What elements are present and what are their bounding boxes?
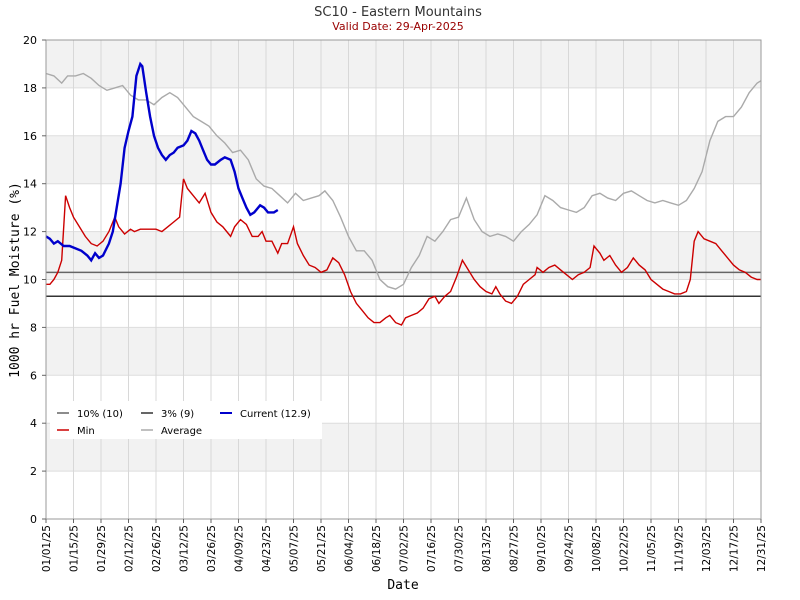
x-tick-label: 07/30/25 — [454, 525, 466, 572]
legend-label-current: Current (12.9) — [240, 409, 311, 420]
y-tick-label: 2 — [30, 465, 37, 478]
x-tick-label: 03/12/25 — [179, 525, 191, 572]
y-tick-label: 10 — [23, 274, 37, 287]
x-tick-label: 09/24/25 — [564, 525, 576, 572]
y-tick-label: 6 — [30, 369, 37, 382]
x-axis-label: Date — [387, 578, 418, 593]
x-tick-label: 01/01/25 — [41, 525, 53, 572]
x-tick-label: 06/18/25 — [371, 525, 383, 572]
legend-label-10pct: 10% (10) — [77, 409, 123, 420]
series-min — [46, 178, 761, 326]
series-line-current — [45, 61, 279, 263]
x-tick-label: 09/10/25 — [536, 525, 548, 572]
x-tick-label: 07/16/25 — [426, 525, 438, 572]
reference-lines — [46, 271, 761, 298]
y-tick-label: 12 — [23, 226, 37, 239]
y-tick-label: 4 — [30, 417, 37, 430]
y-tick-label: 18 — [23, 82, 37, 95]
legend-label-average: Average — [161, 426, 202, 437]
y-tick-label: 0 — [30, 513, 37, 526]
series-line-min — [46, 178, 761, 326]
x-tick-label: 11/05/25 — [646, 525, 658, 572]
x-tick-label: 12/31/25 — [756, 525, 768, 572]
chart-subtitle: Valid Date: 29-Apr-2025 — [332, 20, 464, 33]
x-tick-label: 02/26/25 — [151, 525, 163, 572]
legend-label-min: Min — [77, 426, 95, 437]
y-tick-label: 14 — [23, 178, 37, 191]
x-tick-label: 06/04/25 — [344, 525, 356, 572]
x-tick-label: 08/27/25 — [509, 525, 521, 572]
y-tick-label: 8 — [30, 321, 37, 334]
chart-title: SC10 - Eastern Mountains — [314, 5, 482, 20]
series-line-average — [45, 72, 762, 290]
x-tick-label: 12/17/25 — [729, 525, 741, 572]
x-tick-label: 10/08/25 — [591, 525, 603, 572]
y-tick-label: 20 — [23, 34, 37, 47]
legend-box — [50, 401, 322, 439]
x-tick-label: 07/02/25 — [399, 525, 411, 572]
series-current — [45, 61, 279, 263]
x-tick-label: 12/03/25 — [701, 525, 713, 572]
x-tick-label: 04/09/25 — [234, 525, 246, 572]
y-axis-ticks: 0 2 4 6 8 10 12 14 16 18 20 — [23, 34, 46, 526]
x-axis-ticks: 01/01/25 01/15/25 01/29/25 02/12/25 02/26/25… — [41, 519, 768, 572]
x-tick-label: 05/07/25 — [289, 525, 301, 572]
x-tick-label: 01/15/25 — [69, 525, 81, 572]
x-tick-label: 11/19/25 — [674, 525, 686, 572]
x-tick-label: 03/26/25 — [206, 525, 218, 572]
x-tick-label: 10/22/25 — [619, 525, 631, 572]
vertical-gridlines — [45, 40, 762, 519]
legend-label-3pct: 3% (9) — [161, 409, 194, 420]
legend: 10% (10) 3% (9) Current (12.9) Min Avera… — [50, 401, 322, 439]
x-tick-label: 01/29/25 — [96, 525, 108, 572]
series-average — [45, 72, 762, 290]
x-tick-label: 08/13/25 — [481, 525, 493, 572]
x-tick-label: 04/23/25 — [261, 525, 273, 572]
x-tick-label: 02/12/25 — [124, 525, 136, 572]
y-tick-label: 16 — [23, 130, 37, 143]
y-axis-label: 1000 hr Fuel Moisture (%) — [8, 182, 23, 378]
x-tick-label: 05/21/25 — [316, 525, 328, 572]
